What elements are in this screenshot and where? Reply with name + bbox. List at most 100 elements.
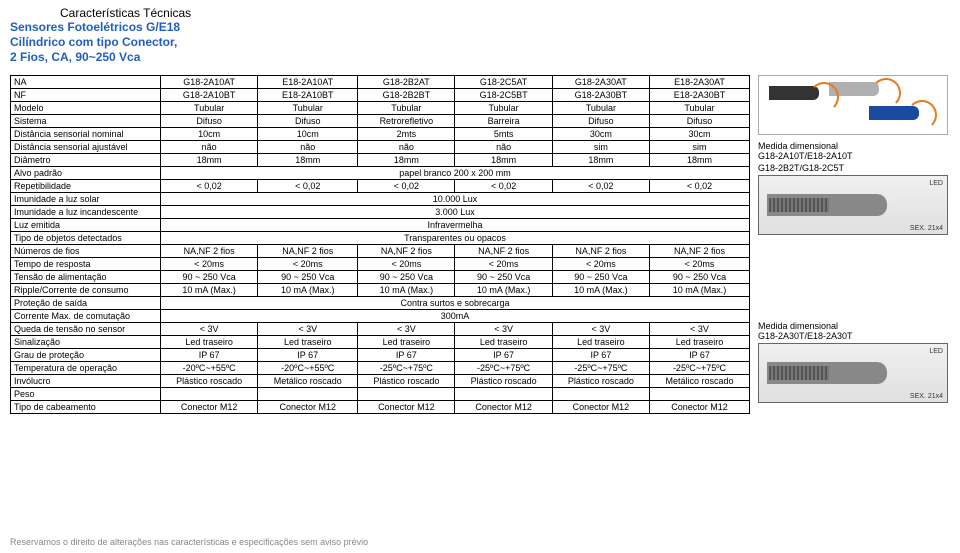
- cell-value: < 0,02: [650, 180, 750, 193]
- table-row: SistemaDifusoDifusoRetrorefletivoBarreir…: [11, 115, 750, 128]
- cell-value: < 3V: [258, 323, 358, 336]
- led-label: LED: [929, 180, 943, 187]
- cell-value: Tubular: [161, 102, 258, 115]
- cell-value: G18-2A30AT: [552, 76, 649, 89]
- cell-value: E18-2A10AT: [258, 76, 358, 89]
- model-code: G18-2A30T/E18-2A30T: [758, 331, 950, 341]
- cell-value: G18-2C5BT: [455, 89, 552, 102]
- cell-value: NA,NF 2 fios: [455, 245, 552, 258]
- dimension-diagram: LED SEX. 21x4: [758, 343, 948, 403]
- table-row: Ripple/Corrente de consumo10 mA (Max.)10…: [11, 284, 750, 297]
- cell-value: Retrorefletivo: [358, 115, 455, 128]
- cell-value: 90 ~ 250 Vca: [455, 271, 552, 284]
- cell-value: Led traseiro: [258, 336, 358, 349]
- row-span-value: papel branco 200 x 200 mm: [161, 167, 750, 180]
- cell-value: IP 67: [161, 349, 258, 362]
- cell-value: < 3V: [161, 323, 258, 336]
- cell-value: 18mm: [650, 154, 750, 167]
- row-span-value: 300mA: [161, 310, 750, 323]
- cell-value: < 20ms: [358, 258, 455, 271]
- row-label: Luz emitida: [11, 219, 161, 232]
- row-label: Proteção de saída: [11, 297, 161, 310]
- cell-value: Plástico roscado: [358, 375, 455, 388]
- cell-value: 10 mA (Max.): [552, 284, 649, 297]
- cable-icon: [809, 82, 839, 112]
- cell-value: Metálico roscado: [650, 375, 750, 388]
- row-label: Queda de tensão no sensor: [11, 323, 161, 336]
- subtitle-line-1: Sensores Fotoelétricos G/E18: [10, 20, 950, 35]
- dimension-diagram: LED SEX. 21x4: [758, 175, 948, 235]
- table-row: SinalizaçãoLed traseiroLed traseiroLed t…: [11, 336, 750, 349]
- cell-value: < 3V: [358, 323, 455, 336]
- row-label: Tipo de cabeamento: [11, 401, 161, 414]
- cell-value: não: [258, 141, 358, 154]
- spec-table-wrapper: NAG18-2A10ATE18-2A10ATG18-2B2ATG18-2C5AT…: [10, 75, 750, 414]
- table-row: InvólucroPlástico roscadoMetálico roscad…: [11, 375, 750, 388]
- cell-value: 10cm: [258, 128, 358, 141]
- cell-value: Plástico roscado: [552, 375, 649, 388]
- row-span-value: Contra surtos e sobrecarga: [161, 297, 750, 310]
- cell-value: Conector M12: [552, 401, 649, 414]
- cell-value: 10 mA (Max.): [358, 284, 455, 297]
- cell-value: [161, 388, 258, 401]
- cell-value: IP 67: [258, 349, 358, 362]
- cell-value: 90 ~ 250 Vca: [650, 271, 750, 284]
- row-label: Números de fios: [11, 245, 161, 258]
- cell-value: Tubular: [552, 102, 649, 115]
- row-span-value: Infravermelha: [161, 219, 750, 232]
- cell-value: 18mm: [552, 154, 649, 167]
- table-row: Imunidade a luz solar10.000 Lux: [11, 193, 750, 206]
- cell-value: -25ºC~+75ºC: [650, 362, 750, 375]
- dimension-label: Medida dimensional: [758, 141, 950, 151]
- cell-value: 18mm: [455, 154, 552, 167]
- cell-value: não: [358, 141, 455, 154]
- row-label: Repetibilidade: [11, 180, 161, 193]
- cell-value: NA,NF 2 fios: [258, 245, 358, 258]
- cell-value: < 0,02: [161, 180, 258, 193]
- table-row: Distância sensorial ajustávelnãonãonãonã…: [11, 141, 750, 154]
- row-label: Alvo padrão: [11, 167, 161, 180]
- cell-value: < 0,02: [552, 180, 649, 193]
- cell-value: Difuso: [650, 115, 750, 128]
- row-label: Peso: [11, 388, 161, 401]
- row-label: Imunidade a luz solar: [11, 193, 161, 206]
- cell-value: G18-2C5AT: [455, 76, 552, 89]
- cell-value: G18-2A10AT: [161, 76, 258, 89]
- cell-value: G18-2A10BT: [161, 89, 258, 102]
- cell-value: < 3V: [455, 323, 552, 336]
- table-row: Tempo de resposta< 20ms< 20ms< 20ms< 20m…: [11, 258, 750, 271]
- cell-value: sim: [552, 141, 649, 154]
- cell-value: G18-2B2AT: [358, 76, 455, 89]
- cell-value: IP 67: [552, 349, 649, 362]
- cell-value: < 3V: [552, 323, 649, 336]
- hex-label: SEX. 21x4: [910, 393, 943, 400]
- cell-value: 30cm: [552, 128, 649, 141]
- row-label: Sinalização: [11, 336, 161, 349]
- cell-value: < 20ms: [258, 258, 358, 271]
- cell-value: NA,NF 2 fios: [552, 245, 649, 258]
- cell-value: 18mm: [358, 154, 455, 167]
- cell-value: [552, 388, 649, 401]
- cell-value: Conector M12: [161, 401, 258, 414]
- row-label: Grau de proteção: [11, 349, 161, 362]
- cell-value: [650, 388, 750, 401]
- cell-value: < 0,02: [258, 180, 358, 193]
- row-span-value: 10.000 Lux: [161, 193, 750, 206]
- cell-value: 90 ~ 250 Vca: [358, 271, 455, 284]
- table-row: Tensão de alimentação90 ~ 250 Vca90 ~ 25…: [11, 271, 750, 284]
- cell-value: Tubular: [455, 102, 552, 115]
- table-row: Proteção de saídaContra surtos e sobreca…: [11, 297, 750, 310]
- cell-value: 90 ~ 250 Vca: [552, 271, 649, 284]
- table-row: NFG18-2A10BTE18-2A10BTG18-2B2BTG18-2C5BT…: [11, 89, 750, 102]
- cell-value: não: [455, 141, 552, 154]
- cell-value: Led traseiro: [455, 336, 552, 349]
- row-label: Diâmetro: [11, 154, 161, 167]
- cell-value: < 3V: [650, 323, 750, 336]
- cell-value: < 0,02: [358, 180, 455, 193]
- row-label: Tipo de objetos detectados: [11, 232, 161, 245]
- cell-value: [358, 388, 455, 401]
- table-row: NAG18-2A10ATE18-2A10ATG18-2B2ATG18-2C5AT…: [11, 76, 750, 89]
- cell-value: Led traseiro: [552, 336, 649, 349]
- cell-value: Conector M12: [258, 401, 358, 414]
- footer-disclaimer: Reservamos o direito de alterações nas c…: [10, 537, 368, 547]
